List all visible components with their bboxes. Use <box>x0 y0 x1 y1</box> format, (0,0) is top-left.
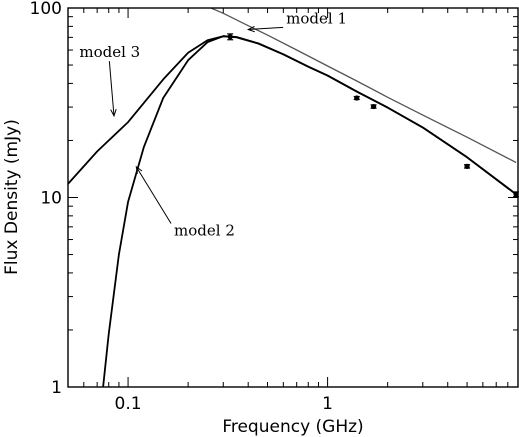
markers-layer <box>227 33 519 198</box>
data-point <box>227 34 233 40</box>
y-tick-label: 100 <box>30 0 62 19</box>
ticks-layer: 0.1 1 1 10 100 <box>30 0 519 414</box>
model-3-curve <box>68 35 517 196</box>
x-tick-label: 1 <box>322 394 333 414</box>
model-2-arrow-line <box>135 166 172 224</box>
data-point <box>354 95 360 101</box>
plot-frame <box>67 7 519 388</box>
data-point <box>464 163 470 169</box>
x-tick-label: 0.1 <box>115 394 142 414</box>
data-point <box>370 103 377 110</box>
model-2-curve <box>102 35 517 387</box>
model-3-arrow-head <box>110 108 117 118</box>
y-axis-title: Flux Density (mJy) <box>2 119 22 275</box>
model-1-label: model 1 <box>286 9 347 27</box>
model-1-curve <box>210 8 517 164</box>
y-tick-label: 1 <box>51 378 62 398</box>
model-3-label: model 3 <box>79 43 140 61</box>
model-3-arrow-line <box>108 61 115 116</box>
model-1-arrow-head <box>246 25 255 33</box>
y-tick-label: 10 <box>40 189 62 209</box>
annotations-layer: model 1 model 3 model 2 <box>79 9 347 239</box>
x-axis-title: Frequency (GHz) <box>222 417 363 437</box>
curves-layer <box>68 8 517 387</box>
model-1-arrow-line <box>248 26 284 31</box>
model-2-label: model 2 <box>174 222 235 240</box>
model-2-arrow-head <box>135 165 143 174</box>
